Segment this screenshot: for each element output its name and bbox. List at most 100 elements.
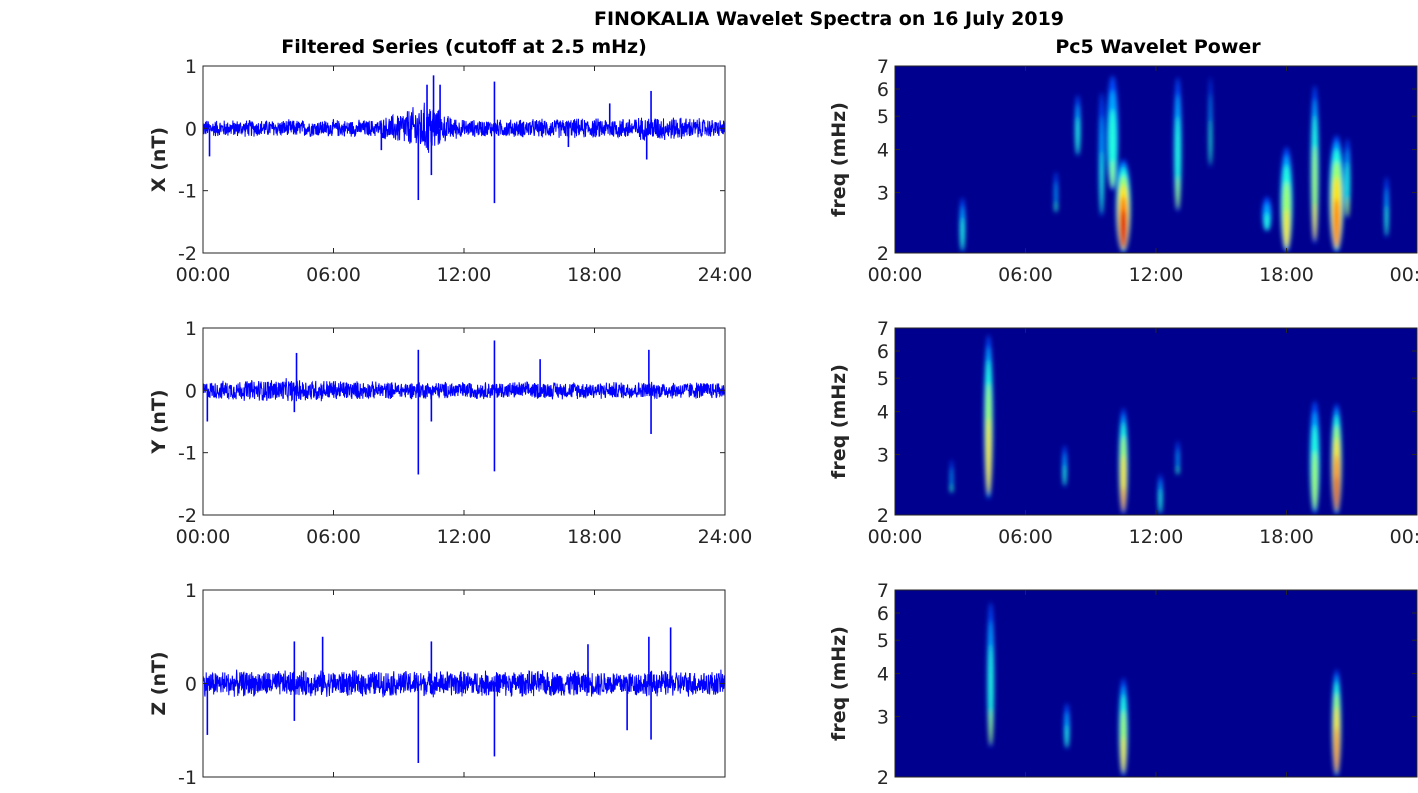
series-line [203,102,725,153]
y-axis-label: Y (nT) [148,389,170,454]
x-tick-label: 12:00 [437,526,492,548]
power-blob [1100,150,1104,214]
spectrum-panel-2: 2 3 4 5 67 freq (mHz) [828,580,1418,789]
y-tick-label: -1 [178,443,197,465]
series-group [203,627,725,763]
y-axis-label: freq (mHz) [828,364,850,479]
x-tick-label: 18:00 [567,264,622,286]
power-blob [1108,108,1117,188]
power-blob [1075,116,1080,155]
power-blob [1334,475,1339,511]
y-tick-label: 5 [877,106,889,128]
power-blob [1121,735,1126,773]
x-tick-label: 00:00 [176,526,231,548]
series-line [203,378,725,402]
y-tick-label: 1 [185,318,197,340]
y-tick-label: 5 [877,630,889,652]
x-tick-label: 06:00 [998,526,1053,548]
power-blob [1333,198,1340,248]
x-tick-label: 12:00 [1129,526,1184,548]
y-tick-label: 0 [185,380,197,402]
series-panel-2: 1 0 -1 Z (nT) [148,580,726,789]
x-tick-label: 00:00 [868,264,923,286]
power-blob [1345,197,1349,218]
power-blob [1065,724,1069,748]
y-tick-label: 1 [185,56,197,78]
power-blob [1385,205,1389,236]
y-tick-label: -2 [178,505,197,527]
y-tick-label: 7 [877,580,889,602]
y-axis-label: freq (mHz) [828,102,850,217]
power-blob [1063,464,1067,486]
y-tick-label: 6 [877,79,889,101]
y-tick-label: 3 [877,706,889,728]
plot-area [203,66,725,253]
power-blob [1121,486,1125,512]
y-tick-label: 4 [877,140,889,162]
spectrum-group [950,334,1342,515]
power-blob [960,217,965,251]
plot-area [203,328,725,515]
y-tick-label: 7 [877,56,889,78]
y-tick-label: 2 [877,767,889,788]
y-tick-label: 6 [877,603,889,625]
power-blob [1176,465,1180,475]
y-axis-label: freq (mHz) [828,626,850,741]
x-tick-label: 18:00 [1259,264,1314,286]
x-tick-label: 24:00 [698,526,753,548]
series-group [203,75,725,204]
y-tick-label: 2 [877,505,889,527]
power-blob [1120,209,1127,249]
y-tick-label: 3 [877,182,889,204]
y-tick-label: 4 [877,402,889,424]
y-tick-label: 0 [185,674,197,696]
power-blob [1054,201,1058,213]
x-tick-label: 24:00 [698,264,753,286]
power-blob [1208,119,1212,166]
y-tick-label: 4 [877,664,889,686]
y-tick-label: 6 [877,341,889,363]
x-tick-label: 00:00 [868,526,923,548]
x-tick-label: 12:00 [437,264,492,286]
spectrum-group [959,75,1389,253]
x-tick-label: 06:00 [306,526,361,548]
power-blob [1111,160,1114,189]
y-tick-label: -2 [178,243,197,265]
y-axis-label: Z (nT) [148,651,170,715]
power-blob [1313,202,1317,241]
y-tick-label: 5 [877,368,889,390]
x-tick-label: 18:00 [1259,526,1314,548]
power-blob [1176,176,1180,210]
x-tick-label: 18:00 [567,526,622,548]
power-blob [950,484,954,493]
power-blob [1312,451,1318,510]
y-tick-label: 3 [877,444,889,466]
x-tick-label: 12:00 [1129,264,1184,286]
series-panel-1: 00:00 06:00 12:00 18:00 24:00 1 0 -1 -2 Y (nT) [148,318,752,548]
x-tick-label: 06:00 [306,264,361,286]
plot-area [895,66,1417,253]
y-axis-label: X (nT) [148,127,170,192]
y-tick-label: 0 [185,118,197,140]
power-blob [986,417,991,494]
x-tick-label: 00:00 [176,264,231,286]
series-line [203,669,725,698]
power-blob [1264,213,1270,231]
x-tick-label: 00:00 [1390,264,1418,286]
x-tick-label: 06:00 [998,264,1053,286]
figure-title: FINOKALIA Wavelet Spectra on 16 July 201… [594,8,1064,30]
plot-area [895,328,1417,515]
power-blob [1284,209,1289,249]
left-column-title: Filtered Series (cutoff at 2.5 mHz) [281,36,647,58]
y-tick-label: 1 [185,580,197,602]
y-tick-label: 7 [877,318,889,340]
power-blob [989,709,993,745]
spectrum-group [987,602,1342,777]
power-blob [1334,726,1339,773]
y-tick-label: 2 [877,243,889,265]
x-tick-label: 00:00 [1390,526,1418,548]
y-tick-label: -1 [178,767,197,788]
right-column-title: Pc5 Wavelet Power [1055,36,1261,58]
